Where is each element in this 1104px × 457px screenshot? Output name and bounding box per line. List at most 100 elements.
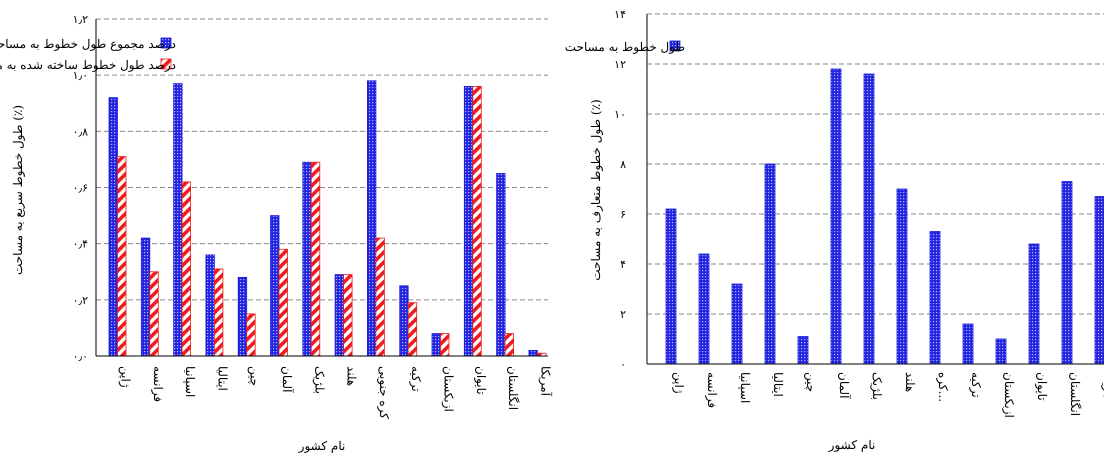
right-y-axis-label: طول خطوط متعارف به مساحت (٪) xyxy=(589,99,603,280)
left-bar-total xyxy=(528,349,538,357)
right-legend-label: طول خطوط به مساحت xyxy=(565,40,685,54)
right-x-tick-label: آلمان xyxy=(837,372,852,399)
left-x-tick-label: آمریکا xyxy=(538,366,553,397)
left-bar-total xyxy=(302,161,312,357)
right-bar-total xyxy=(962,323,974,365)
left-y-axis-label: طول خطوط سریع به مساحت (٪) xyxy=(11,105,25,275)
left-bar-built xyxy=(407,302,418,357)
left-legend-swatch-built xyxy=(160,58,172,70)
right-y-tick-label: ۰ xyxy=(620,358,626,371)
left-y-tick-label: ۰٫۴ xyxy=(73,238,88,251)
left-bar-total xyxy=(205,254,215,357)
right-bar-total xyxy=(797,336,809,365)
left-bar-total xyxy=(496,173,506,357)
right-bar-total xyxy=(1028,243,1040,365)
right-x-tick-label: کره... xyxy=(936,372,950,402)
right-x-tick-label: ژاپن xyxy=(672,372,686,394)
left-bar-built xyxy=(149,271,159,357)
left-bar-total xyxy=(140,237,151,357)
right-bar-total xyxy=(929,231,941,365)
left-x-tick-label: ترکیه xyxy=(409,366,423,392)
left-x-tick-label: تایوان xyxy=(474,366,488,395)
left-x-tick-label: کره جنوبی xyxy=(377,366,391,419)
left-bar-built xyxy=(504,333,515,357)
left-bar-built xyxy=(343,274,353,357)
right-x-tick-label: آمریکا xyxy=(1101,372,1104,403)
left-bar-built xyxy=(213,268,224,357)
left-x-tick-label: اسپانیا xyxy=(183,366,197,397)
right-x-tick-label: ازبکستان xyxy=(1002,372,1016,418)
right-x-tick-label: تایوان xyxy=(1035,372,1049,401)
left-bar-total xyxy=(108,97,118,357)
left-y-tick-label: ۰٫۸ xyxy=(73,125,88,138)
right-legend: طول خطوط به مساحت xyxy=(565,40,685,54)
right-bar-total xyxy=(665,208,677,365)
left-bar-built xyxy=(278,248,288,357)
left-bar-built xyxy=(440,333,450,357)
left-bar-total xyxy=(366,80,377,357)
right-axes xyxy=(646,14,1104,365)
left-legend-label-built: درصد طول خطوط ساخته شده به مساحت xyxy=(0,58,176,72)
right-bar-total xyxy=(863,73,875,365)
chart-right-conventional: ۰ ۲ ۴ ۶ ۸ ۱۰ ۱۲ ۱۴ ژاپن فرانسه اسپانیا ایتالیا چین آ… xyxy=(565,8,1104,452)
left-bar-total xyxy=(270,215,280,357)
left-x-tick-label: بلژیک xyxy=(312,366,326,394)
right-bars xyxy=(665,68,1104,365)
left-bar-total xyxy=(334,274,345,357)
right-bar-total xyxy=(1094,196,1104,365)
left-x-tick-label: ازبکستان xyxy=(442,366,456,412)
left-y-ticks: ۰٫۰ ۰٫۲ ۰٫۴ ۰٫۶ ۰٫۸ ۱٫۰ ۱٫۲ xyxy=(73,13,88,363)
right-bar-total xyxy=(698,253,710,365)
right-grid xyxy=(647,13,1104,315)
right-x-tick-label: فرانسه xyxy=(705,372,719,408)
right-y-tick-label: ۶ xyxy=(620,208,626,221)
left-bars xyxy=(108,80,547,357)
right-y-tick-label: ۲ xyxy=(620,308,626,321)
left-legend: درصد مجموع طول خطوط به مساحت درصد طول خط… xyxy=(0,37,176,72)
right-bar-total xyxy=(731,283,743,365)
left-legend-label-total: درصد مجموع طول خطوط به مساحت xyxy=(0,37,176,51)
right-x-ticks: ژاپن فرانسه اسپانیا ایتالیا چین آلمان بلژیک هلن… xyxy=(672,372,1104,418)
left-bar-built xyxy=(117,156,127,357)
right-y-tick-label: ۸ xyxy=(620,158,626,171)
right-x-tick-label: چین xyxy=(804,372,818,392)
left-axes xyxy=(95,19,548,357)
left-y-tick-label: ۱٫۰ xyxy=(73,69,88,82)
right-x-tick-label: ترکیه xyxy=(969,372,983,398)
right-x-tick-label: هلند xyxy=(903,372,917,392)
left-y-tick-label: ۰٫۰ xyxy=(73,350,88,363)
left-bar-built xyxy=(181,181,192,357)
left-x-ticks: ژاپن فرانسه اسپانیا ایتالیا چین آلمان بلژیک هلن… xyxy=(119,366,554,419)
left-bar-built xyxy=(246,313,256,357)
right-x-tick-label: انگلستان xyxy=(1068,372,1082,416)
left-bar-built xyxy=(375,237,385,357)
right-bar-total xyxy=(995,338,1007,365)
right-y-ticks: ۰ ۲ ۴ ۶ ۸ ۱۰ ۱۲ ۱۴ xyxy=(614,8,626,371)
left-x-tick-label: ژاپن xyxy=(119,366,133,388)
left-x-axis-label: نام کشور xyxy=(298,439,346,453)
right-bar-total xyxy=(1061,181,1073,365)
left-x-tick-label: فرانسه xyxy=(151,366,165,402)
left-y-tick-label: ۱٫۲ xyxy=(73,13,88,26)
right-bar-total xyxy=(830,68,842,365)
left-x-tick-label: هلند xyxy=(345,366,359,386)
right-y-tick-label: ۱۴ xyxy=(614,8,626,21)
left-bar-total xyxy=(173,83,183,357)
left-x-tick-label: چین xyxy=(248,366,262,386)
left-bar-built xyxy=(472,86,482,357)
left-x-tick-label: ایتالیا xyxy=(215,366,229,391)
left-bar-total xyxy=(399,285,409,357)
right-y-tick-label: ۱۲ xyxy=(614,58,626,71)
right-bar-total xyxy=(896,188,908,365)
left-x-tick-label: آلمان xyxy=(280,366,295,393)
right-x-tick-label: بلژیک xyxy=(870,372,884,400)
left-y-tick-label: ۰٫۶ xyxy=(73,182,88,195)
left-x-tick-label: انگلستان xyxy=(506,366,520,410)
left-legend-swatch-total xyxy=(160,37,172,49)
right-x-tick-label: اسپانیا xyxy=(738,372,752,403)
left-bar-built xyxy=(310,161,321,357)
left-bar-total xyxy=(431,333,441,357)
right-legend-swatch xyxy=(669,40,681,52)
left-y-tick-label: ۰٫۲ xyxy=(73,294,88,307)
